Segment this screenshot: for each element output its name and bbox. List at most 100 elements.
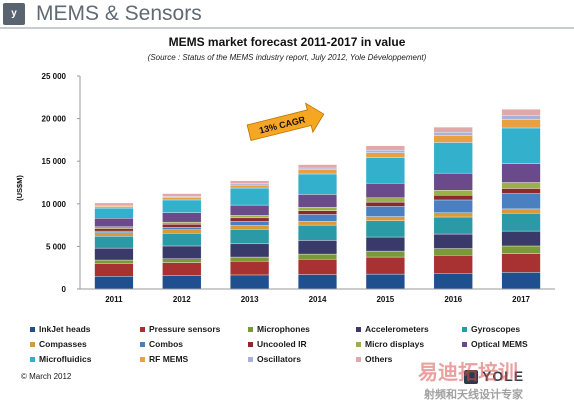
bar-segment-microfluidics-2012	[162, 199, 202, 213]
bar-segment-others-2017	[501, 109, 541, 116]
bar-segment-compasses-2017	[501, 208, 541, 214]
bar-segment-microfluidics-2014	[297, 173, 338, 195]
bar-segment-rf-mems-2013	[230, 184, 270, 189]
legend-label: Others	[365, 354, 393, 364]
bar-segment-combos-2015	[365, 206, 405, 217]
bar-segment-inkjet-heads-2016	[433, 273, 473, 290]
bar-segment-oscillators-2014	[297, 167, 338, 170]
copyright-text: © March 2012	[21, 372, 72, 381]
bar-segment-microfluidics-2011	[94, 207, 134, 219]
bar-segment-uncooled-ir-2017	[501, 188, 541, 194]
bar-segment-microfluidics-2015	[365, 157, 405, 184]
bar-segment-rf-mems-2016	[433, 135, 473, 143]
bar-segment-rf-mems-2015	[365, 152, 405, 158]
yole-brand-text: YOLE	[482, 368, 525, 384]
y-tick-label: 0	[62, 285, 67, 294]
bar-segment-pressure-sensors-2017	[501, 253, 541, 273]
bar-segment-oscillators-2016	[433, 132, 473, 136]
bar-segment-microphones-2014	[297, 253, 338, 260]
y-axis: 0 5 000 10 000 15 000 20 000 25 000	[42, 72, 81, 294]
bar-stack-2012	[162, 193, 202, 290]
bar-segment-optical-mems-2016	[433, 172, 473, 191]
bar-segment-inkjet-heads-2014	[297, 274, 338, 290]
bar-segment-uncooled-ir-2015	[365, 201, 405, 207]
x-tick-label: 2017	[512, 295, 530, 304]
bar-segment-optical-mems-2011	[94, 218, 134, 227]
bar-segment-accelerometers-2016	[433, 233, 473, 249]
bar-segment-combos-2013	[230, 221, 270, 226]
bar-stack-2011	[94, 202, 134, 290]
bar-segment-combos-2014	[297, 214, 338, 222]
bar-segment-optical-mems-2014	[297, 194, 338, 208]
bar-segment-optical-mems-2017	[501, 163, 541, 183]
bar-segment-gyroscopes-2012	[162, 233, 202, 247]
bar-segment-combos-2017	[501, 193, 541, 210]
chart-title: MEMS market forecast 2011-2017 in value	[169, 35, 406, 49]
bar-segment-uncooled-ir-2011	[94, 228, 134, 232]
legend-label: Microfluidics	[39, 354, 92, 364]
y-tick-label: 5 000	[46, 242, 67, 251]
bar-segment-microfluidics-2017	[501, 127, 541, 164]
bar-segment-micro-displays-2017	[501, 182, 541, 189]
bar-segment-gyroscopes-2015	[365, 220, 405, 238]
bar-segment-inkjet-heads-2013	[230, 274, 270, 290]
bar-segment-microfluidics-2013	[230, 187, 270, 206]
bar-segment-optical-mems-2015	[365, 183, 405, 199]
yole-logo-icon: y	[3, 3, 25, 25]
legend-swatch	[248, 342, 253, 347]
legend-swatch	[248, 357, 253, 362]
x-tick-label: 2012	[173, 295, 191, 304]
chart-legend: InkJet heads Pressure sensors Microphones A…	[30, 324, 550, 372]
bar-segment-microphones-2016	[433, 248, 473, 256]
bar-segment-compasses-2013	[230, 225, 270, 230]
bar-segment-pressure-sensors-2013	[230, 261, 270, 276]
legend-label: Oscillators	[257, 354, 301, 364]
cagr-arrow: 13% CAGR	[246, 102, 325, 141]
bar-segment-pressure-sensors-2016	[433, 255, 473, 274]
chart-subtitle: (Source : Status of the MEMS industry re…	[148, 53, 427, 62]
bar-segment-microphones-2013	[230, 256, 270, 262]
bar-segment-optical-mems-2013	[230, 204, 270, 216]
legend-label: InkJet heads	[39, 324, 91, 334]
bar-segment-uncooled-ir-2013	[230, 217, 270, 222]
bar-segment-others-2016	[433, 126, 473, 133]
bar-segment-rf-mems-2011	[94, 206, 134, 209]
legend-swatch	[30, 357, 35, 362]
bar-segment-gyroscopes-2016	[433, 216, 473, 235]
y-tick-label: 25 000	[42, 72, 67, 81]
legend-swatch	[140, 357, 145, 362]
cagr-arrow-shape	[246, 102, 325, 141]
header-divider	[0, 27, 574, 29]
bar-segment-others-2013	[230, 180, 270, 184]
bar-segment-compasses-2012	[162, 229, 202, 234]
bar-segment-micro-displays-2014	[297, 207, 338, 211]
x-tick-label: 2011	[105, 295, 123, 304]
legend-label: Accelerometers	[365, 324, 429, 334]
bar-segment-accelerometers-2017	[501, 230, 541, 247]
bar-segment-uncooled-ir-2016	[433, 195, 473, 201]
bar-stack-2015	[365, 145, 405, 290]
legend-label: Uncooled IR	[257, 339, 307, 349]
legend-swatch	[248, 327, 253, 332]
bar-segment-pressure-sensors-2014	[297, 259, 338, 275]
watermark-subtext: 射频和天线设计专家	[424, 389, 523, 401]
legend-swatch	[356, 357, 361, 362]
legend-label: RF MEMS	[149, 354, 189, 364]
bar-segment-gyroscopes-2017	[501, 212, 541, 232]
yole-brand-logo: YOLE	[464, 366, 560, 390]
legend-swatch	[462, 342, 467, 347]
bar-segment-rf-mems-2012	[162, 197, 202, 201]
bar-segment-accelerometers-2013	[230, 243, 270, 258]
bar-segment-rf-mems-2014	[297, 169, 338, 175]
bar-segment-micro-displays-2013	[230, 215, 270, 219]
chart-svg: MEMS market forecast 2011-2017 in value …	[15, 35, 555, 304]
bar-segment-inkjet-heads-2011	[94, 276, 134, 290]
y-axis-label: (US$M)	[15, 175, 24, 201]
legend-swatch	[356, 327, 361, 332]
logo-text: y	[11, 8, 17, 19]
bar-segment-inkjet-heads-2012	[162, 275, 202, 290]
bar-segment-gyroscopes-2013	[230, 229, 270, 245]
yole-brand-icon	[464, 370, 478, 384]
bar-stack-2016	[433, 126, 473, 290]
